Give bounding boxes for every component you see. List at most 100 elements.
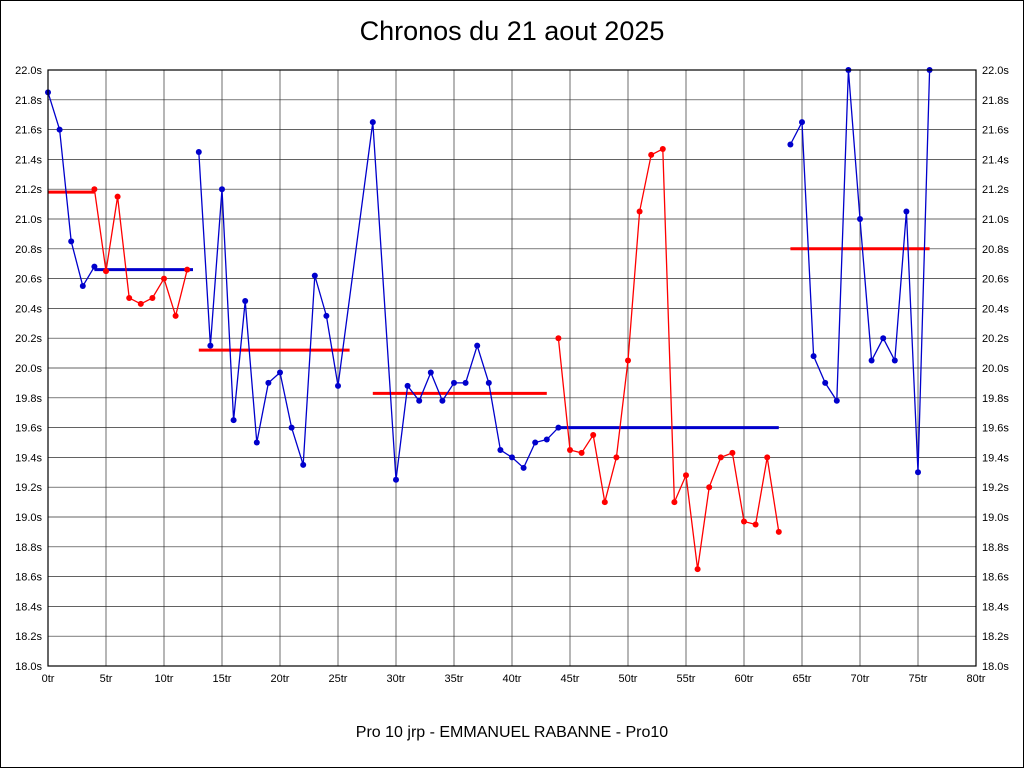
data-point-stint-4-red [741,518,747,525]
chart-title: Chronos du 21 aout 2025 [359,16,665,46]
series-line-stint-4-red [557,147,780,570]
x-tick-label: 20tr [271,673,290,685]
y-tick-label-right: 20.6s [982,274,1009,286]
data-point-stint-4-red [613,454,620,461]
plot-border [47,69,977,667]
x-tick-label: 0tr [42,673,55,685]
x-tick-label: 55tr [677,673,696,685]
chart-caption: Pro 10 jrp - EMMANUEL RABANNE - Pro10 [355,724,669,741]
x-tick-label: 30tr [387,673,406,685]
y-tick-label-right: 19.4s [982,452,1009,464]
y-tick-label-left: 18.8s [15,542,42,554]
data-point-stint-4-red [555,335,562,342]
data-point-stint-4-red [636,208,643,215]
y-tick-label-left: 19.6s [15,423,42,435]
y-tick-label-left: 19.0s [15,512,42,524]
y-tick-label-right: 20.4s [982,303,1009,315]
data-point-stint-1-blue [79,283,86,290]
data-point-stint-4-red [671,499,678,506]
y-tick-label-left: 20.2s [15,333,42,345]
data-point-stint-3-blue [497,446,504,453]
y-tick-label-left: 20.8s [15,244,42,256]
data-point-stint-4-red [775,528,782,535]
x-tick-label: 5tr [100,673,113,685]
data-point-stint-3-blue [404,382,411,389]
data-point-stint-4-red [567,446,573,453]
data-point-stint-5-blue [833,397,840,404]
data-point-stint-4-red [659,145,666,152]
data-point-stint-1-blue [68,238,75,245]
data-point-stint-2-red [172,312,179,319]
data-point-stint-2-red [137,300,144,307]
data-point-stint-3-blue [532,439,539,446]
data-point-stint-4-red [601,499,608,506]
data-point-stint-3-blue [265,379,272,386]
data-point-stint-3-blue [311,272,318,279]
y-tick-label-right: 18.0s [982,661,1009,673]
y-tick-label-left: 20.4s [15,303,42,315]
data-point-stint-3-blue [230,417,237,424]
y-tick-label-left: 21.2s [15,184,42,196]
x-tick-label: 25tr [329,673,348,685]
data-point-stint-5-blue [915,469,921,476]
y-tick-label-right: 19.0s [982,512,1009,524]
series-line-stint-3-blue [198,122,559,480]
data-point-stint-2-red [91,186,98,193]
x-tick-label: 10tr [155,673,174,685]
data-point-stint-3-blue [520,464,527,471]
data-point-stint-5-blue [822,379,829,386]
y-tick-label-right: 21.2s [982,184,1009,196]
x-tick-label: 35tr [445,673,464,685]
data-point-stint-3-blue [242,297,249,304]
data-point-stint-3-blue [474,342,481,349]
x-tick-label: 80tr [967,673,986,685]
y-tick-label-left: 21.4s [15,154,42,166]
y-tick-label-left: 19.2s [15,482,42,494]
y-tick-label-right: 21.4s [982,154,1009,166]
y-tick-label-left: 18.0s [15,661,42,673]
y-tick-label-left: 18.6s [15,572,42,584]
data-point-stint-4-red [729,449,736,456]
data-point-stint-3-blue [462,379,469,386]
y-tick-label-left: 18.2s [15,631,42,643]
y-tick-label-right: 21.6s [982,125,1009,137]
data-point-stint-5-blue [810,353,817,360]
data-point-stint-4-red [683,472,689,479]
data-point-stint-2-red [161,275,167,282]
data-point-stint-2-red [184,266,191,273]
data-point-stint-1-blue [56,126,63,133]
data-point-stint-3-blue [451,379,457,386]
data-point-stint-3-blue [393,476,399,483]
series-line-stint-2-red [93,189,188,319]
y-tick-label-left: 19.8s [15,393,42,405]
data-point-stint-3-blue [195,148,202,155]
data-point-stint-3-blue [207,342,214,349]
y-tick-label-left: 21.0s [15,214,42,226]
x-tick-label: 75tr [909,673,928,685]
data-point-stint-4-red [764,454,771,461]
data-point-stint-3-blue [335,382,341,389]
data-point-stint-5-blue [903,208,910,215]
data-point-stint-5-blue [880,335,887,342]
y-tick-label-left: 19.4s [15,452,42,464]
x-tick-label: 50tr [619,673,638,685]
x-tick-label: 15tr [213,673,232,685]
x-tick-label: 45tr [561,673,580,685]
y-tick-label-right: 18.4s [982,601,1009,613]
data-point-stint-3-blue [416,397,423,404]
data-point-stint-3-blue [427,369,434,376]
data-point-stint-5-blue [787,141,794,148]
data-point-stint-3-blue [485,379,492,386]
data-point-stint-4-red [717,454,724,461]
data-point-stint-3-blue [253,439,260,446]
y-tick-label-left: 18.4s [15,601,42,613]
y-tick-label-right: 18.8s [982,542,1009,554]
x-tick-label: 70tr [851,673,870,685]
data-point-stint-3-blue [439,397,446,404]
x-tick-label: 65tr [793,673,812,685]
y-tick-label-right: 21.0s [982,214,1009,226]
data-point-stint-4-red [578,449,585,456]
data-point-stint-5-blue [868,357,875,364]
x-tick-label: 40tr [503,673,522,685]
